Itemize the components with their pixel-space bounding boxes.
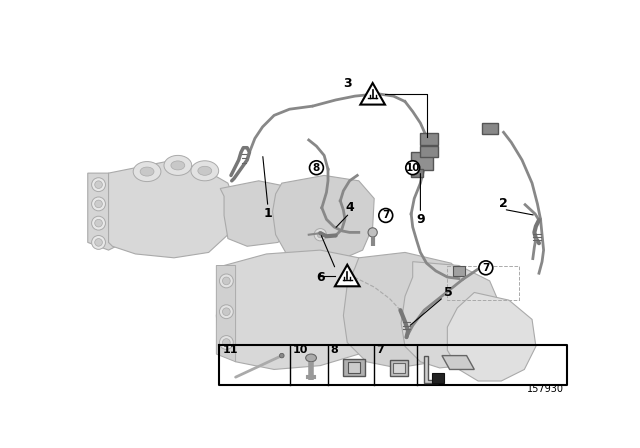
Ellipse shape	[164, 155, 192, 176]
Ellipse shape	[171, 161, 185, 170]
Text: 8: 8	[330, 345, 338, 355]
Text: 157930: 157930	[527, 384, 564, 394]
Ellipse shape	[306, 354, 316, 362]
Circle shape	[95, 220, 102, 227]
Circle shape	[317, 232, 323, 238]
Text: 8: 8	[313, 163, 320, 173]
Text: 9: 9	[416, 213, 425, 226]
Text: 11: 11	[223, 345, 238, 355]
FancyBboxPatch shape	[393, 363, 405, 373]
Text: 4: 4	[345, 201, 354, 214]
Text: 5: 5	[444, 286, 452, 299]
FancyBboxPatch shape	[344, 359, 365, 375]
Polygon shape	[442, 356, 474, 370]
Polygon shape	[335, 265, 360, 286]
FancyBboxPatch shape	[420, 134, 438, 145]
FancyBboxPatch shape	[348, 362, 360, 373]
Circle shape	[92, 197, 106, 211]
Circle shape	[220, 274, 234, 288]
Text: 7: 7	[382, 211, 389, 220]
Polygon shape	[88, 173, 128, 250]
Ellipse shape	[140, 167, 154, 176]
Polygon shape	[424, 356, 438, 383]
Polygon shape	[216, 250, 386, 370]
Text: 6: 6	[316, 271, 324, 284]
Text: 7: 7	[376, 345, 384, 355]
Circle shape	[280, 353, 284, 358]
Polygon shape	[109, 162, 236, 258]
Polygon shape	[447, 293, 536, 381]
Circle shape	[92, 236, 106, 250]
Circle shape	[223, 308, 230, 315]
Ellipse shape	[191, 161, 219, 181]
FancyBboxPatch shape	[411, 152, 433, 170]
Polygon shape	[273, 176, 374, 262]
Circle shape	[314, 228, 326, 241]
FancyBboxPatch shape	[390, 360, 408, 375]
Polygon shape	[432, 373, 444, 383]
Text: 7: 7	[482, 263, 490, 273]
Text: 3: 3	[343, 77, 351, 90]
Polygon shape	[360, 83, 385, 104]
Circle shape	[310, 161, 323, 175]
Circle shape	[220, 305, 234, 319]
Ellipse shape	[198, 166, 212, 175]
Circle shape	[92, 178, 106, 192]
Circle shape	[223, 339, 230, 346]
Circle shape	[92, 216, 106, 230]
Circle shape	[223, 277, 230, 285]
Polygon shape	[216, 266, 236, 362]
Circle shape	[95, 239, 102, 246]
Circle shape	[220, 336, 234, 349]
Polygon shape	[220, 181, 297, 246]
Circle shape	[406, 161, 420, 175]
Circle shape	[95, 200, 102, 208]
FancyBboxPatch shape	[482, 123, 498, 134]
Polygon shape	[401, 262, 501, 368]
Circle shape	[379, 208, 393, 222]
Text: 2: 2	[499, 198, 508, 211]
FancyBboxPatch shape	[411, 169, 424, 177]
Text: 10: 10	[292, 345, 308, 355]
Text: 1: 1	[264, 207, 272, 220]
Text: 10: 10	[406, 163, 420, 173]
Circle shape	[368, 228, 378, 237]
FancyBboxPatch shape	[452, 266, 465, 276]
Circle shape	[95, 181, 102, 189]
Polygon shape	[344, 252, 478, 368]
FancyBboxPatch shape	[420, 146, 438, 157]
Circle shape	[479, 261, 493, 275]
Ellipse shape	[133, 162, 161, 181]
